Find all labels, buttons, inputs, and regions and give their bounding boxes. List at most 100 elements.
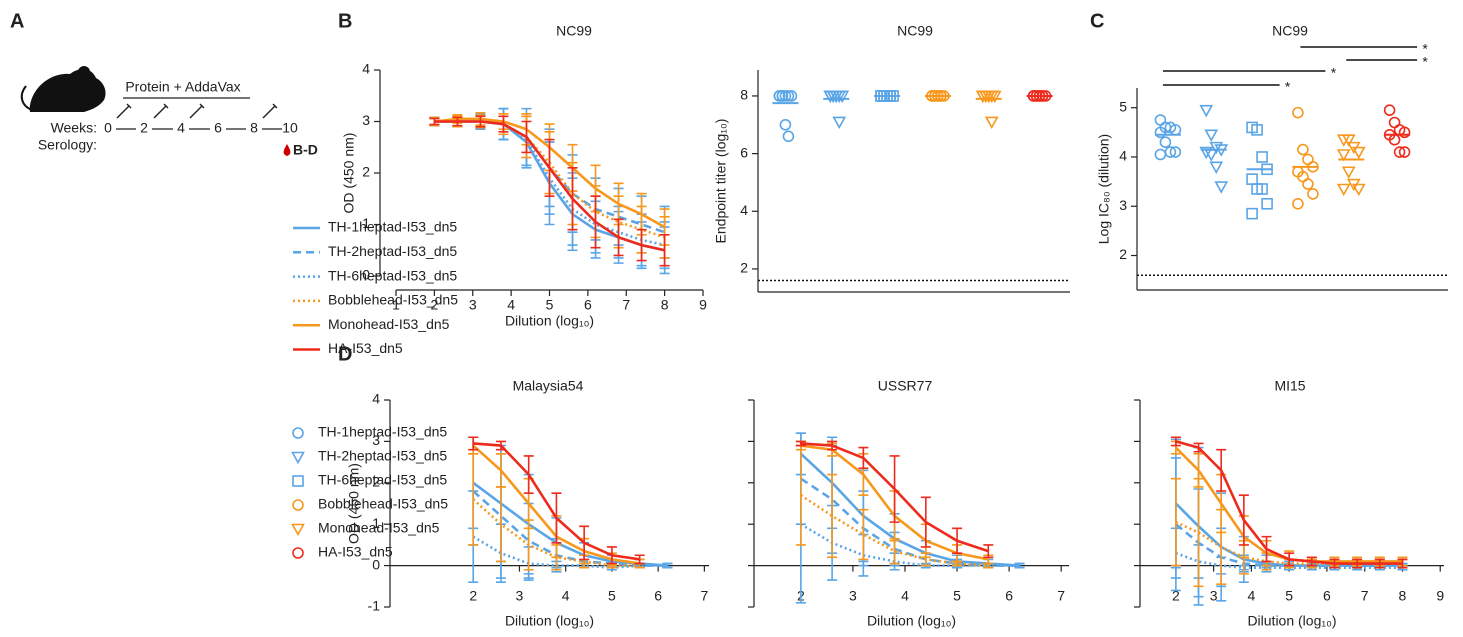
y-axis-label: OD (450 nm) bbox=[346, 463, 362, 544]
x-tick-label: 8 bbox=[1399, 588, 1407, 604]
data-point bbox=[1204, 129, 1219, 142]
panel-label: A bbox=[10, 10, 24, 32]
data-point bbox=[1209, 161, 1224, 174]
x-tick-label: 4 bbox=[562, 588, 570, 604]
data-point bbox=[1251, 124, 1263, 136]
chart-title: MI15 bbox=[1274, 378, 1305, 394]
blood-drop bbox=[283, 144, 291, 156]
data-point bbox=[785, 90, 798, 102]
readout: B-D bbox=[293, 142, 318, 158]
data-point bbox=[1199, 146, 1214, 160]
legend-marker bbox=[292, 499, 304, 511]
week: 10 bbox=[282, 120, 298, 136]
x-tick-label: 6 bbox=[584, 297, 592, 313]
legend-label: TH-2heptad-I53_dn5 bbox=[318, 448, 447, 464]
x-tick-label: 1 bbox=[392, 297, 400, 313]
x-tick-label: 7 bbox=[1057, 588, 1065, 604]
significance-label: * bbox=[1285, 79, 1291, 95]
data-point bbox=[782, 130, 795, 143]
data-point bbox=[1336, 183, 1351, 197]
data-point bbox=[1246, 173, 1258, 185]
data-point bbox=[1393, 146, 1406, 158]
weeks-label: Weeks: bbox=[51, 120, 97, 136]
data-point bbox=[1336, 149, 1351, 162]
data-point bbox=[981, 90, 996, 104]
series-line bbox=[800, 523, 1020, 567]
x-tick-label: 2 bbox=[469, 588, 477, 604]
x-axis-label: Dilution (log₁₀) bbox=[1247, 613, 1336, 629]
x-tick-label: 4 bbox=[507, 297, 515, 313]
x-tick-label: 9 bbox=[1436, 588, 1444, 604]
chart-title: USSR77 bbox=[878, 378, 933, 394]
week: 8 bbox=[250, 120, 258, 136]
week: 4 bbox=[177, 120, 185, 136]
error-bar bbox=[468, 436, 479, 451]
legend-marker bbox=[292, 547, 304, 559]
serology-label: Serology: bbox=[38, 137, 97, 153]
series-line bbox=[472, 490, 668, 567]
data-point bbox=[1388, 116, 1401, 129]
x-tick-label: 8 bbox=[661, 297, 669, 313]
y-tick-label: 4 bbox=[362, 61, 370, 77]
error-bar bbox=[1193, 477, 1204, 588]
legend-label: Monohead-I53_dn5 bbox=[328, 316, 450, 332]
panel-label: D bbox=[338, 343, 352, 365]
error-bar bbox=[795, 440, 806, 447]
week: 0 bbox=[104, 120, 112, 136]
x-tick-label: 3 bbox=[1210, 588, 1218, 604]
legend-label: TH-6heptad-I53_dn5 bbox=[318, 472, 447, 488]
legend-label: Bobblehead-I53_dn5 bbox=[328, 292, 458, 308]
panel-label: C bbox=[1090, 10, 1104, 32]
series-line bbox=[799, 452, 1020, 567]
data-point bbox=[1169, 146, 1182, 158]
series-line bbox=[473, 442, 640, 561]
y-tick-label: 6 bbox=[740, 144, 748, 160]
data-point bbox=[1398, 126, 1411, 139]
data-point bbox=[1261, 197, 1273, 210]
series-line bbox=[1175, 440, 1403, 565]
y-tick-label: -1 bbox=[368, 598, 381, 614]
data-point bbox=[1398, 146, 1411, 158]
syringes bbox=[116, 103, 278, 119]
data-point bbox=[1383, 104, 1396, 116]
legend-marker bbox=[291, 451, 305, 465]
y-tick-label: 2 bbox=[740, 260, 748, 276]
y-tick-label: 3 bbox=[362, 112, 370, 128]
y-axis-label: Endpoint titer (log₁₀) bbox=[713, 119, 729, 244]
x-tick-label: 7 bbox=[622, 297, 630, 313]
data-point bbox=[1307, 188, 1319, 200]
legend-label: HA-I53_dn5 bbox=[328, 340, 403, 356]
data-point bbox=[1302, 178, 1314, 190]
y-tick-label: 1 bbox=[362, 215, 370, 231]
data-point bbox=[1214, 181, 1229, 194]
legend-label: TH-1heptad-I53_dn5 bbox=[318, 424, 447, 440]
error-bar bbox=[858, 508, 869, 561]
data-point bbox=[1292, 106, 1304, 119]
data-point bbox=[776, 90, 789, 102]
legend-label: Monohead-I53_dn5 bbox=[318, 520, 440, 536]
x-axis-label: Dilution (log₁₀) bbox=[505, 313, 594, 329]
data-point bbox=[1351, 146, 1366, 160]
data-point bbox=[1159, 136, 1172, 148]
series-line bbox=[800, 442, 989, 553]
x-tick-label: 5 bbox=[1285, 588, 1293, 604]
chart-title: NC99 bbox=[1272, 23, 1308, 39]
legend-label: TH-2heptad-I53_dn5 bbox=[328, 243, 457, 259]
data-point bbox=[1199, 104, 1214, 118]
data-point bbox=[984, 116, 999, 130]
significance-label: * bbox=[1422, 54, 1428, 70]
data-point bbox=[1341, 134, 1356, 147]
data-point bbox=[829, 90, 844, 104]
legend-marker bbox=[292, 427, 304, 439]
series-line bbox=[1174, 446, 1403, 563]
x-tick-label: 5 bbox=[546, 297, 554, 313]
x-tick-label: 4 bbox=[1248, 588, 1256, 604]
y-axis-label: OD (450 nm) bbox=[341, 133, 357, 214]
y-axis-label: Log IC₈₀ (dilution) bbox=[1096, 134, 1112, 244]
legend-label: Bobblehead-I53_dn5 bbox=[318, 496, 448, 512]
data-point bbox=[782, 90, 795, 102]
data-point bbox=[832, 116, 847, 130]
x-tick-label: 3 bbox=[849, 588, 857, 604]
